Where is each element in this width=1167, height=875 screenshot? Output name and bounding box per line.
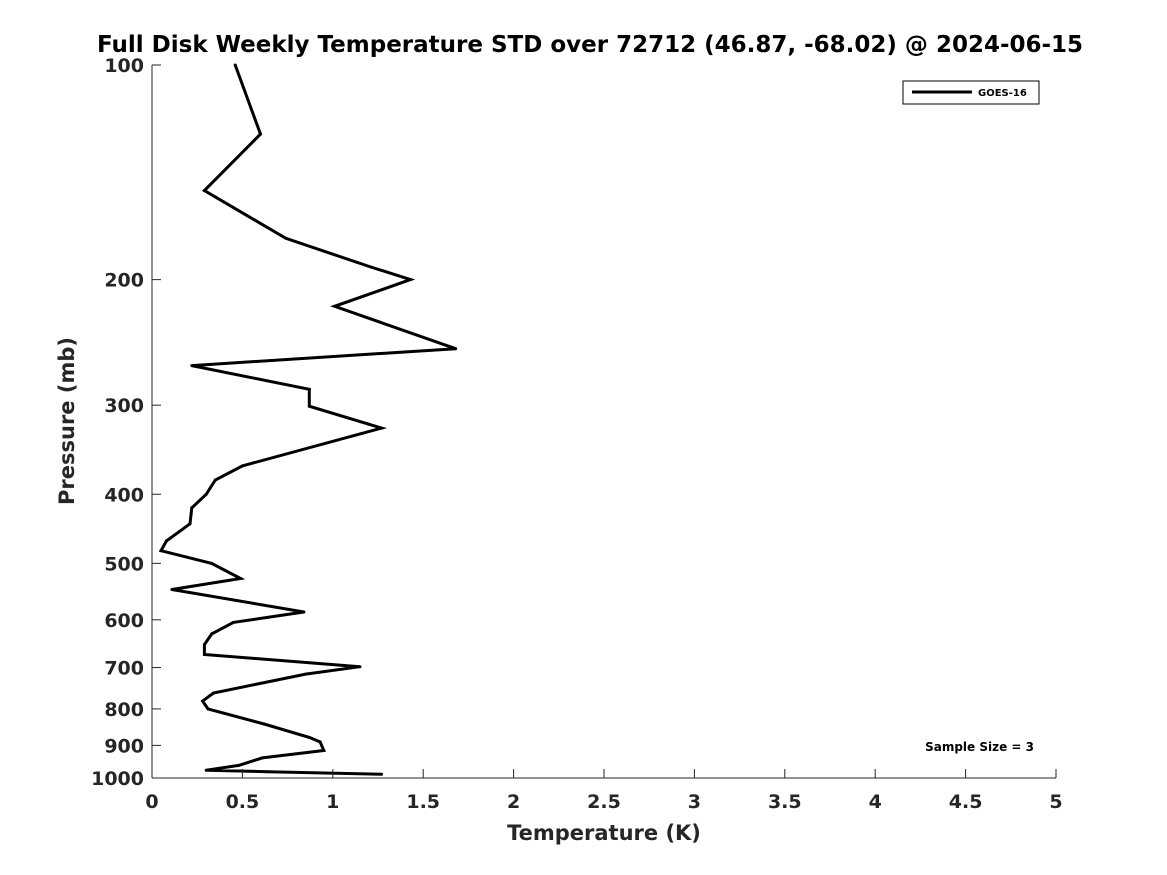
series-point — [304, 672, 308, 676]
series-point — [380, 772, 384, 776]
y-tick-label: 300 — [104, 395, 144, 417]
series-point — [240, 464, 244, 468]
series-point — [204, 768, 208, 772]
x-tick-label: 3 — [688, 791, 701, 813]
series-point — [165, 539, 168, 543]
series-point — [318, 740, 322, 744]
x-tick-label: 1 — [326, 791, 339, 813]
series-point — [210, 632, 214, 636]
series-point — [260, 756, 264, 760]
series-point — [210, 561, 214, 565]
y-axis-label: Pressure (mb) — [55, 337, 79, 505]
series-point — [284, 236, 288, 240]
axes: 0 0.5 1 1.5 2 2.5 3 3.5 4 4.5 5 100 200 300 400 500 600 7… — [91, 55, 1063, 813]
y-tick-label: 100 — [104, 55, 144, 77]
series-point — [231, 620, 235, 624]
series-point — [322, 749, 326, 752]
series-point — [307, 735, 311, 739]
x-tick-label: 4.5 — [949, 791, 983, 813]
series-point — [206, 707, 210, 711]
x-tick-label: 2 — [507, 791, 520, 813]
series-point — [213, 478, 217, 482]
series-point — [239, 577, 243, 580]
y-tick-label: 200 — [104, 270, 144, 292]
series-point — [369, 265, 373, 269]
series-point — [262, 722, 266, 726]
y-tick-label: 800 — [104, 699, 144, 721]
series-point — [380, 426, 384, 430]
y-tick-label: 400 — [104, 484, 144, 506]
sample-size-annotation: Sample Size = 3 — [925, 740, 1034, 754]
x-axis-label: Temperature (K) — [507, 821, 701, 845]
plot-area — [158, 63, 458, 776]
series-point — [188, 522, 192, 526]
series-point — [212, 691, 215, 695]
y-tick-label: 600 — [104, 610, 144, 632]
x-tick-label: 5 — [1049, 791, 1062, 813]
series-point — [170, 588, 174, 591]
series-point — [358, 665, 362, 669]
series-point — [259, 132, 262, 136]
legend: GOES-16 — [902, 80, 1040, 105]
series-point — [202, 643, 206, 647]
x-tick-label: 1.5 — [406, 791, 440, 813]
series-point — [202, 653, 206, 656]
series-point — [266, 770, 270, 774]
y-tick-label: 700 — [104, 658, 144, 680]
legend-label-goes-16: GOES-16 — [978, 88, 1027, 99]
x-tick-label: 4 — [869, 791, 882, 813]
x-tick-label: 0.5 — [226, 791, 260, 813]
series-point — [454, 347, 458, 351]
series-point — [201, 699, 205, 703]
series-point — [202, 189, 206, 193]
y-tick-label: 1000 — [91, 768, 144, 790]
x-tick-label: 0 — [145, 791, 158, 813]
chart-title: Full Disk Weekly Temperature STD over 72… — [97, 32, 1083, 58]
series-point — [237, 763, 241, 767]
series-point — [409, 278, 412, 282]
y-tick-label: 500 — [104, 553, 144, 575]
series-point — [159, 549, 163, 553]
series-point — [307, 387, 311, 391]
series-point — [233, 63, 237, 67]
series-point — [302, 610, 306, 614]
x-tick-label: 2.5 — [587, 791, 621, 813]
series-point — [190, 506, 194, 510]
y-tick-label: 900 — [104, 735, 144, 757]
series-point — [333, 304, 337, 308]
x-tick-label: 3.5 — [768, 791, 802, 813]
series-point — [204, 492, 208, 496]
series-point — [307, 404, 311, 408]
series-point — [190, 364, 194, 368]
